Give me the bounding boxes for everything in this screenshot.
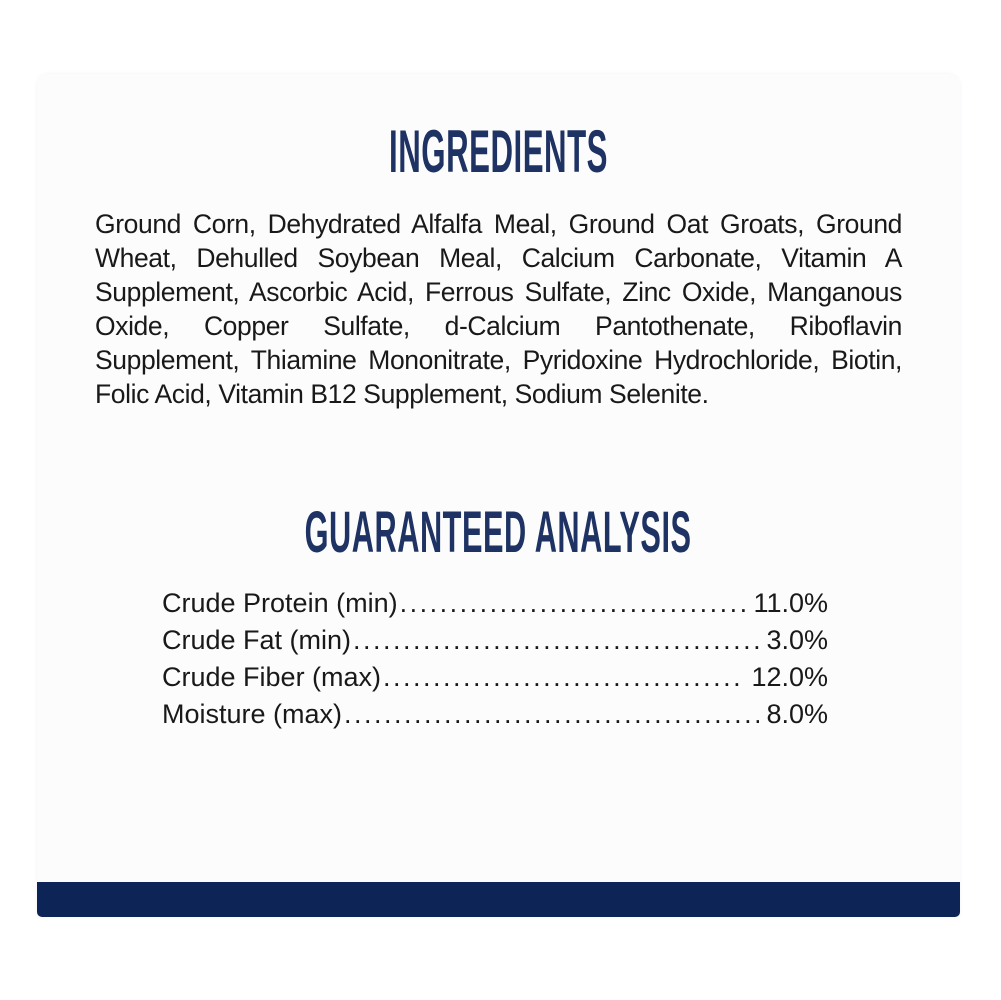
analysis-value: 8.0% — [766, 699, 828, 729]
analysis-row-crude-fat: Crude Fat (min) ........................… — [162, 622, 828, 659]
analysis-label: Crude Fat (min) — [162, 625, 352, 655]
analysis-value: 12.0% — [751, 662, 828, 692]
analysis-value: 3.0% — [766, 625, 828, 655]
analysis-label: Moisture (max) — [162, 699, 343, 729]
dot-leader: ........................................… — [399, 588, 747, 618]
analysis-label: Crude Fiber (max) — [162, 662, 382, 692]
dot-leader: ........................................… — [383, 662, 744, 692]
dot-leader: ........................................… — [344, 699, 760, 729]
ingredients-text: Ground Corn, Dehydrated Alfalfa Meal, Gr… — [95, 209, 902, 409]
guaranteed-analysis-list: Crude Protein (min) ....................… — [162, 585, 828, 733]
dot-leader: ........................................… — [353, 625, 759, 655]
analysis-row-crude-protein: Crude Protein (min) ....................… — [162, 585, 828, 622]
bottom-accent-bar — [37, 882, 960, 917]
analysis-value: 11.0% — [753, 588, 828, 618]
guaranteed-analysis-heading-row: GUARANTEED ANALYSIS — [37, 502, 960, 564]
guaranteed-analysis-title: GUARANTEED ANALYSIS — [305, 500, 692, 565]
analysis-row-crude-fiber: Crude Fiber (max) ......................… — [162, 659, 828, 696]
analysis-label: Crude Protein (min) — [162, 588, 398, 618]
ingredients-title: INGREDIENTS — [389, 118, 608, 185]
ingredients-heading-row: INGREDIENTS — [37, 120, 960, 184]
analysis-row-moisture: Moisture (max) .........................… — [162, 696, 828, 733]
pet-food-label-card: INGREDIENTS Ground Corn, Dehydrated Alfa… — [37, 74, 960, 917]
